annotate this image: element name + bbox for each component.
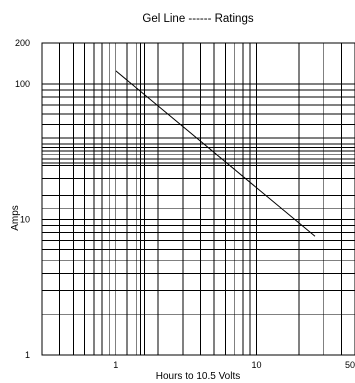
series-line — [115, 70, 316, 237]
y-tick-label: 100 — [15, 79, 30, 89]
y-gridlines — [42, 42, 355, 356]
plot-frame — [41, 42, 355, 356]
x-tick-label: 1 — [113, 360, 118, 370]
x-axis-label: Hours to 10.5 Volts — [156, 371, 241, 382]
x-tick-label: 50 — [345, 360, 355, 370]
x-tick-labels: 1 10 50 — [113, 360, 355, 370]
x-tick-label: 10 — [251, 360, 261, 370]
y-tick-label: 200 — [15, 38, 30, 48]
y-tick-label: 1 — [25, 350, 30, 360]
y-tick-label: 10 — [20, 214, 30, 224]
y-tick-labels: 1 10 100 200 — [15, 38, 30, 360]
series-layer — [115, 70, 316, 237]
y-axis-label: Amps — [10, 205, 21, 231]
chart-title: Gel Line ------ Ratings — [142, 13, 253, 25]
